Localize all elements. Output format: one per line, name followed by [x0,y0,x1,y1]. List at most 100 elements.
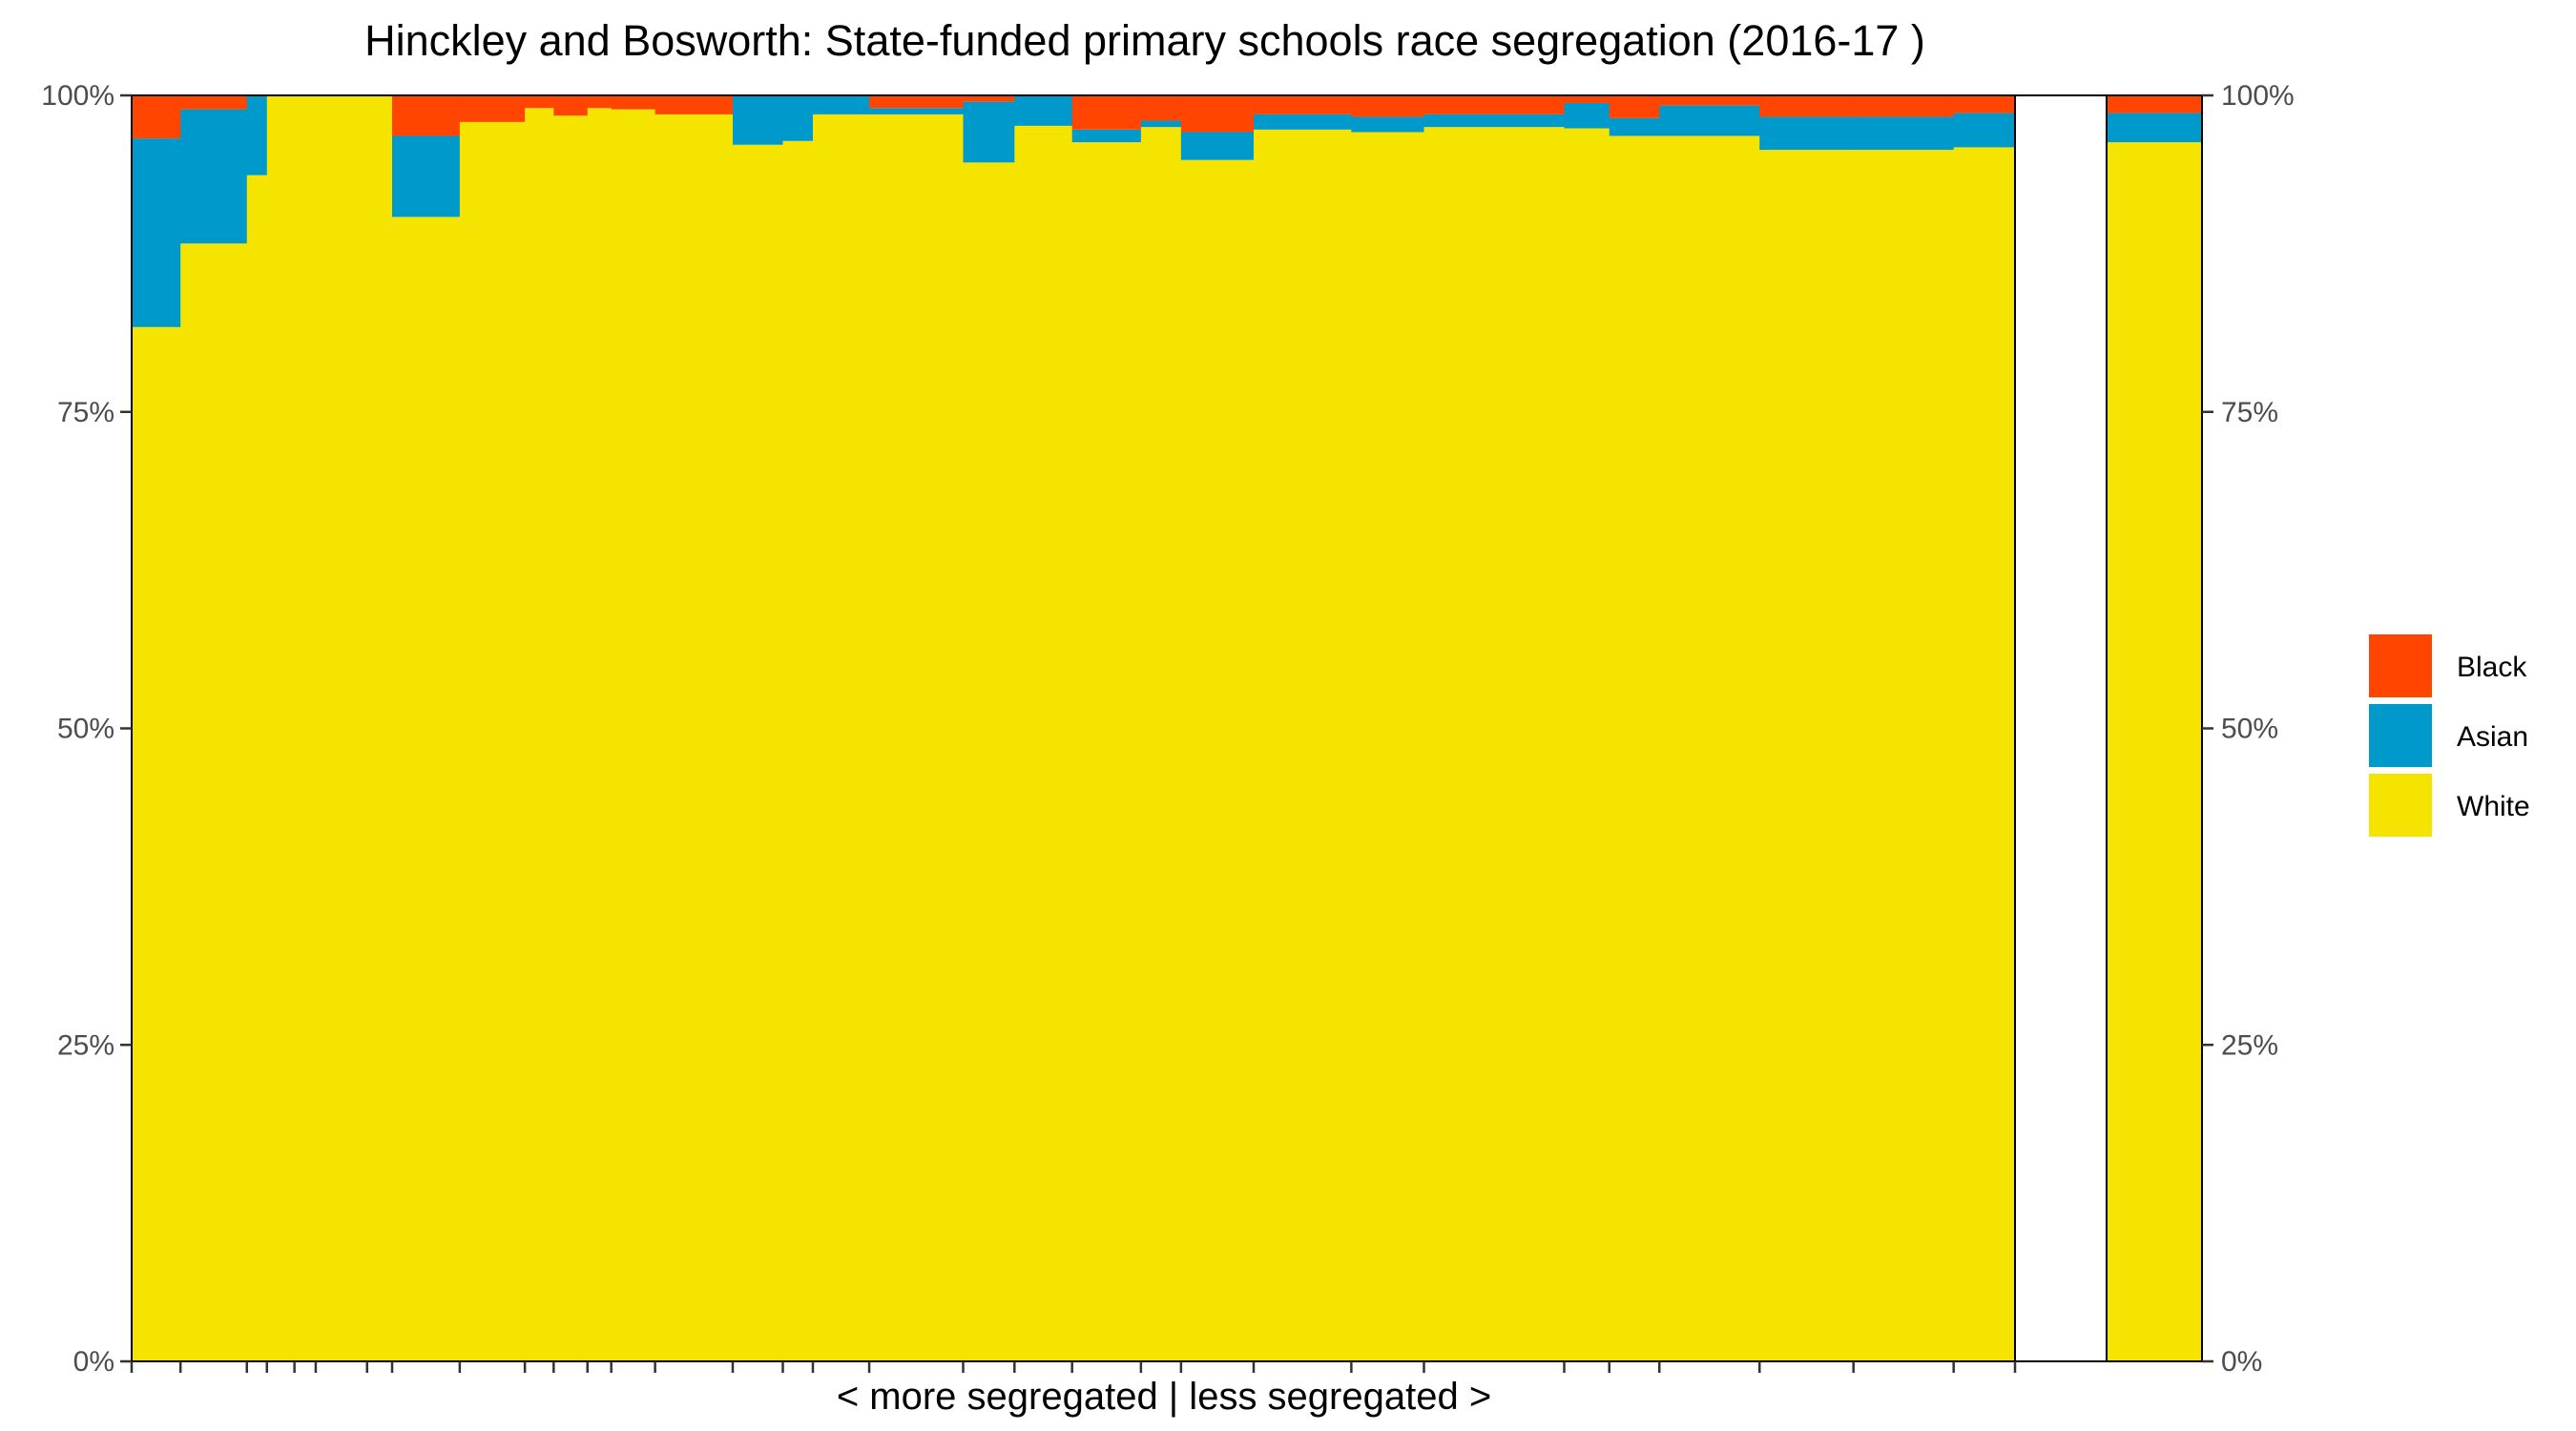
bar-segment-white-6 [315,95,368,1361]
bar-segment-black-12 [587,95,613,109]
bar-segment-black-11 [553,95,589,116]
y-tick-label-right-3: 75% [2221,397,2278,428]
bar-segment-black-31 [1853,95,1955,117]
legend-label-asian: Asian [2457,721,2528,753]
bar-segment-asian-1 [132,138,181,327]
bar-segment-white-17 [813,114,870,1361]
bar-segment-white-12 [587,108,613,1361]
bar-segment-black-32 [1953,95,2016,114]
y-tick-label-right-0: 0% [2221,1346,2262,1378]
bar-segment-white-15 [733,144,784,1361]
y-tick-label-left-0: 0% [73,1346,114,1378]
bar-segment-white-25 [1351,132,1425,1361]
bar-segment-black-26 [1423,95,1566,114]
legend-label-black: Black [2457,652,2527,683]
bar-segment-black-13 [611,95,656,110]
bar-segment-asian-22 [1140,120,1182,128]
bar-segment-black-28 [1609,95,1660,118]
legend: Black Asian White [2369,634,2530,837]
legend-swatch-white [2369,774,2432,837]
y-tick-label-left-2: 50% [57,714,114,745]
summary-segment-asian [2107,113,2202,143]
bar-segment-asian-8 [392,135,461,218]
bar-segment-black-8 [392,95,461,136]
bar-segment-white-1 [132,326,181,1361]
bar-segment-white-10 [525,108,554,1361]
schools-bars [132,95,2016,1362]
bar-segment-asian-23 [1180,132,1255,160]
bar-segment-white-3 [246,175,268,1362]
y-tick-label-left-4: 100% [41,80,114,112]
summary-bar [2107,95,2202,1361]
bar-segment-white-11 [553,115,589,1361]
bar-segment-asian-30 [1759,116,1855,151]
bar-segment-white-5 [294,95,317,1361]
bar-segment-white-20 [1014,125,1073,1361]
bar-segment-black-29 [1659,95,1760,106]
bar-segment-white-19 [963,162,1015,1361]
y-tick-label-right-2: 50% [2221,714,2278,745]
bar-segment-black-25 [1351,95,1425,117]
bar-segment-asian-32 [1953,113,2016,148]
bar-segment-white-29 [1659,135,1760,1362]
bar-segment-white-31 [1853,150,1955,1361]
bar-segment-black-9 [459,95,526,122]
y-tick-label-right-4: 100% [2221,80,2295,112]
bar-segment-asian-3 [246,95,268,176]
y-tick-label-left-1: 25% [57,1029,114,1061]
bar-segment-asian-16 [782,95,814,141]
bar-segment-white-4 [266,95,296,1361]
bar-segment-black-2 [180,95,248,110]
left-y-axis: 0% 25% 50% 75% 100% [41,80,132,1378]
x-axis-ticks [130,1361,2017,1373]
bar-segment-asian-18 [869,108,965,114]
bar-segment-asian-28 [1609,117,1660,136]
right-y-axis: 0% 25% 50% 75% 100% [2202,80,2295,1378]
bar-segment-black-10 [525,95,554,109]
bar-segment-black-24 [1254,95,1352,114]
legend-swatch-asian [2369,704,2432,767]
bar-segment-white-30 [1759,150,1855,1361]
bar-segment-white-24 [1254,129,1352,1362]
y-tick-label-right-1: 25% [2221,1029,2278,1061]
bar-segment-asian-25 [1351,116,1425,133]
bar-segment-asian-29 [1659,105,1760,136]
bar-segment-asian-15 [733,95,784,145]
bar-segment-black-18 [869,95,965,109]
bar-segment-white-9 [459,121,526,1362]
bar-segment-white-7 [366,95,393,1361]
bar-segment-asian-26 [1423,114,1566,128]
bar-segment-white-28 [1609,135,1660,1362]
summary-segment-white [2107,142,2202,1361]
bar-segment-black-19 [963,95,1015,102]
bar-segment-asian-2 [180,109,248,244]
legend-label-white: White [2457,791,2530,822]
bar-segment-white-8 [392,217,461,1362]
summary-segment-black [2107,95,2202,114]
bar-segment-black-21 [1071,95,1142,130]
bar-segment-white-23 [1180,159,1255,1361]
bar-segment-asian-31 [1853,116,1955,151]
bar-segment-white-16 [782,140,814,1362]
bar-segment-black-27 [1564,95,1610,103]
bar-segment-asian-27 [1564,102,1610,129]
x-axis-label: < more segregated | less segregated > [837,1376,1491,1418]
bar-segment-black-23 [1180,95,1255,133]
bar-segment-white-14 [654,114,734,1361]
legend-swatch-black [2369,634,2432,697]
bar-segment-asian-17 [813,95,870,114]
bar-segment-black-30 [1759,95,1855,117]
bar-segment-black-14 [654,95,734,114]
bar-segment-white-32 [1953,147,2016,1362]
chart-title: Hinckley and Bosworth: State-funded prim… [364,16,1925,65]
bar-segment-black-1 [132,95,181,139]
bar-segment-white-13 [611,109,656,1361]
bar-segment-asian-19 [963,101,1015,163]
bar-segment-white-22 [1140,127,1182,1361]
bar-segment-white-2 [180,243,248,1361]
bar-segment-asian-20 [1014,95,1073,126]
bar-segment-white-18 [869,114,965,1361]
bar-segment-black-22 [1140,95,1182,121]
bar-segment-asian-24 [1254,114,1352,130]
